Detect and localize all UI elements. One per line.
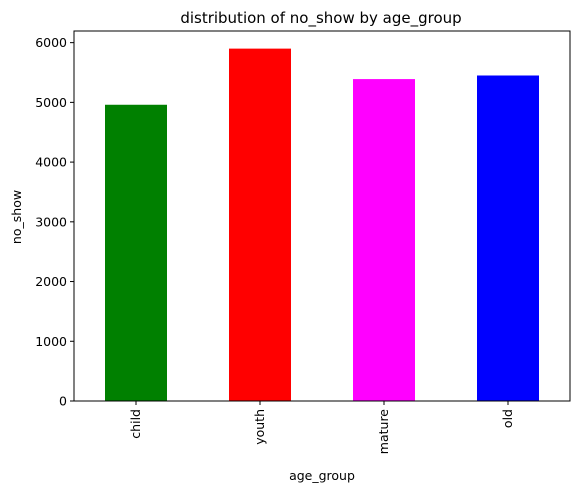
bar-old [477,75,539,402]
x-tick-label-old: old [500,409,515,428]
y-tick-label-6000: 6000 [35,35,67,50]
y-axis: 0 1000 2000 3000 4000 5000 6000 [35,35,74,409]
y-tick-label-2000: 2000 [35,274,67,289]
bar-child [105,104,167,401]
y-tick-label-0: 0 [59,394,67,409]
x-axis-label: age_group [289,468,355,483]
y-tick-label-4000: 4000 [35,155,67,170]
bar-youth [229,48,291,401]
bar-mature [353,79,415,401]
x-tick-label-youth: youth [252,409,267,445]
plot-frame [73,30,571,402]
x-tick-label-mature: mature [376,409,391,455]
y-tick-label-3000: 3000 [35,214,67,229]
chart-title: distribution of no_show by age_group [180,9,461,28]
y-tick-label-1000: 1000 [35,334,67,349]
bars-group [105,48,539,402]
y-axis-label: no_show [9,190,24,244]
x-axis: child youth mature old [128,401,515,454]
x-tick-label-child: child [128,409,143,439]
y-tick-label-5000: 5000 [35,95,67,110]
